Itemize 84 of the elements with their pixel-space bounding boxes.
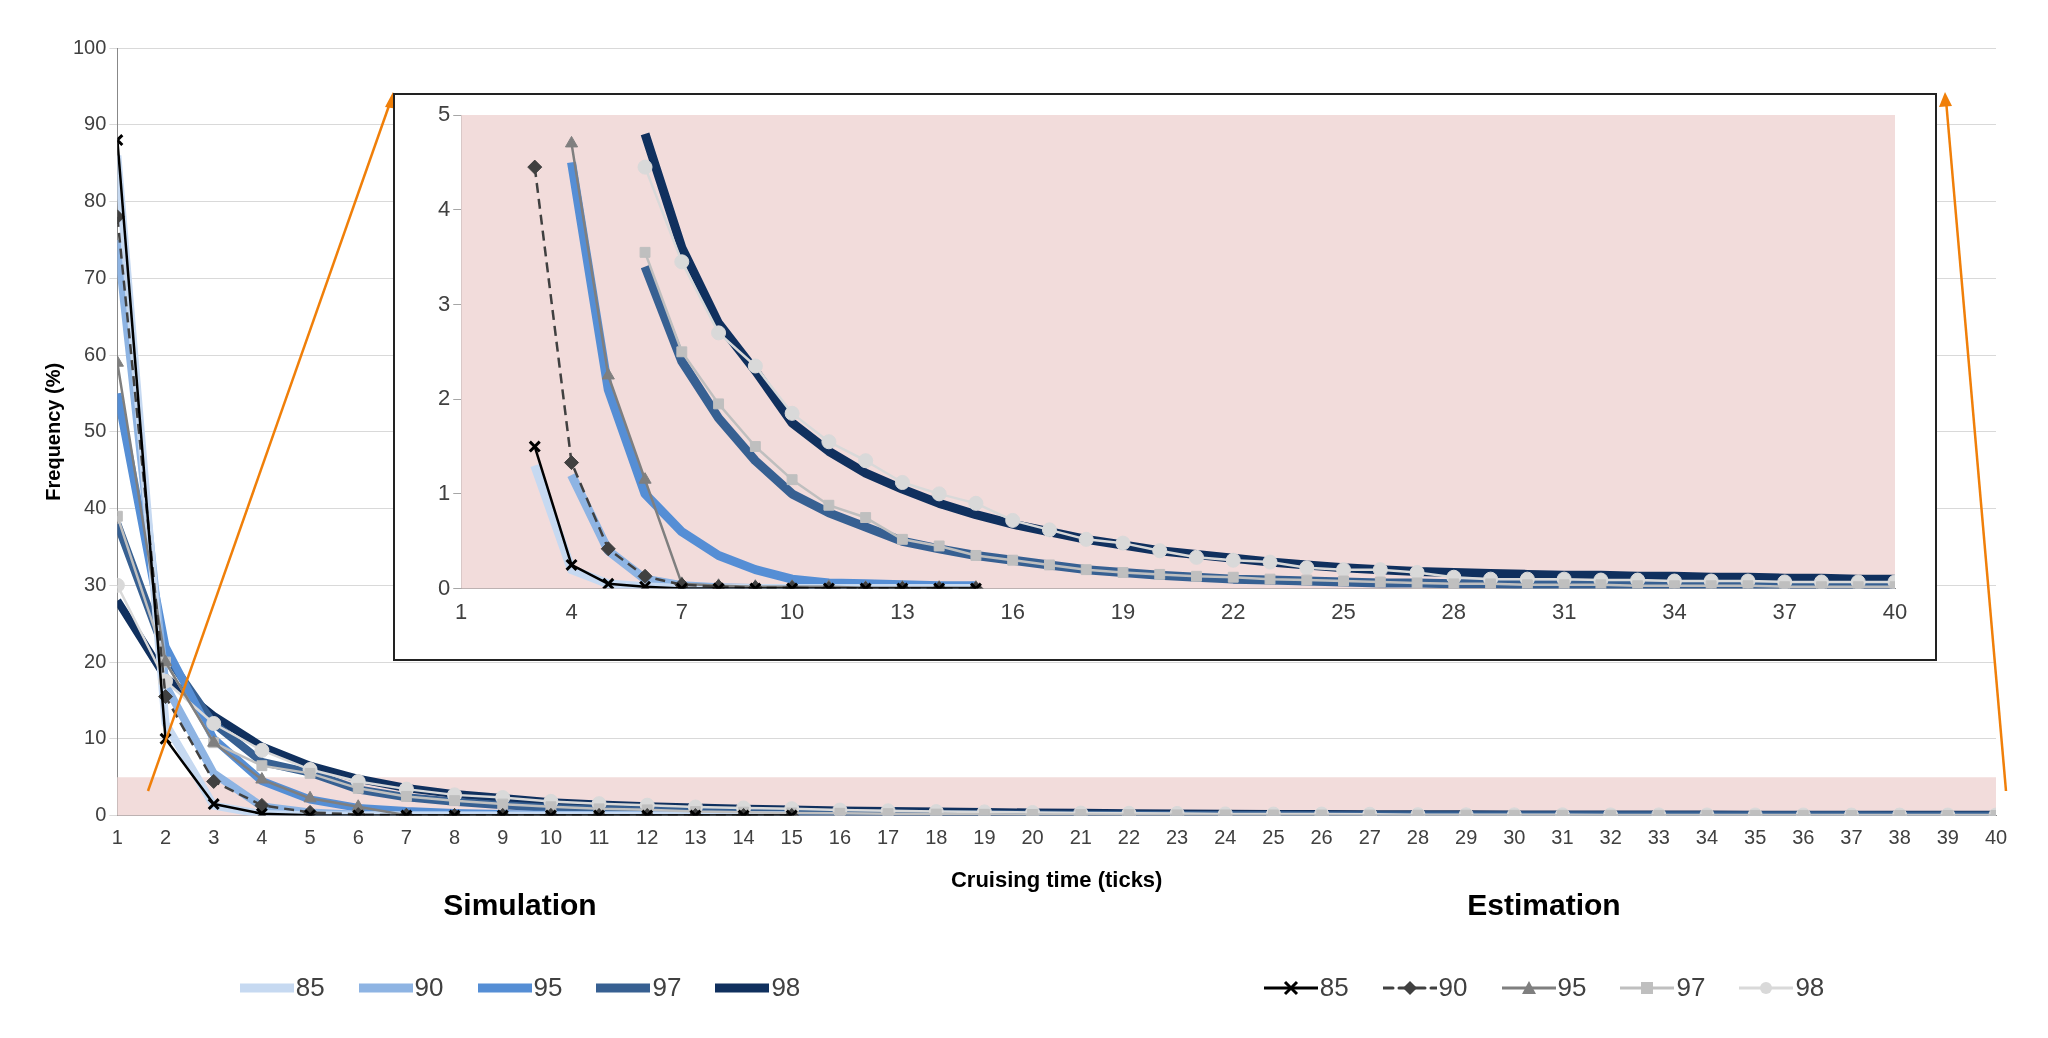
x-axis-title: Cruising time (ticks) xyxy=(950,866,1163,892)
x-tick-label: 14 xyxy=(732,826,755,849)
x-tick-label: 4 xyxy=(256,826,268,849)
x-tick-label: 20 xyxy=(1021,826,1044,849)
y-tick-label: 1 xyxy=(437,479,451,505)
x-tick-label: 28 xyxy=(1406,826,1430,849)
x-tick-label: 10 xyxy=(539,826,563,849)
x-tick-label: 19 xyxy=(1110,598,1136,624)
y-tick-label: 50 xyxy=(84,419,107,442)
y-tick-label: 4 xyxy=(437,195,451,221)
x-tick-label: 22 xyxy=(1221,598,1246,624)
x-tick-label: 19 xyxy=(973,826,996,849)
x-tick-label: 35 xyxy=(1744,826,1767,849)
legend-label: 85 xyxy=(1319,972,1349,1003)
x-tick-label: 7 xyxy=(675,598,688,624)
x-tick-label: 37 xyxy=(1840,826,1863,849)
x-tick-label: 7 xyxy=(400,826,412,849)
x-tick-label: 6 xyxy=(352,826,364,849)
x-tick-label: 25 xyxy=(1331,598,1356,624)
y-tick-label: 70 xyxy=(84,265,107,288)
y-tick-label: 0 xyxy=(95,803,107,826)
x-tick-label: 13 xyxy=(890,598,915,624)
x-tick-label: 2 xyxy=(159,826,172,849)
x-tick-label: 33 xyxy=(1647,826,1670,849)
x-tick-label: 31 xyxy=(1551,826,1574,849)
legend-label: 90 xyxy=(1438,972,1468,1003)
legend-label: 95 xyxy=(1557,972,1587,1003)
x-tick-label: 11 xyxy=(588,826,610,849)
text: Simulation xyxy=(443,888,597,922)
y-tick-label: 0 xyxy=(437,574,451,600)
x-tick-label: 1 xyxy=(455,598,468,624)
legend-label: 97 xyxy=(1676,972,1706,1003)
x-tick-label: 9 xyxy=(497,826,509,849)
x-tick-label: 34 xyxy=(1695,826,1719,849)
legend-label: 85 xyxy=(295,972,325,1003)
legend-label: 98 xyxy=(771,972,801,1003)
x-tick-label: 40 xyxy=(1984,826,2008,849)
legend-label: 98 xyxy=(1795,972,1825,1003)
x-tick-label: 31 xyxy=(1551,598,1577,624)
x-tick-label: 21 xyxy=(1069,826,1092,849)
x-tick-label: 29 xyxy=(1455,826,1478,849)
text: Estimation xyxy=(1467,888,1621,922)
y-tick-label: 90 xyxy=(84,112,107,135)
y-tick-label: 2 xyxy=(437,385,451,411)
x-tick-label: 1 xyxy=(111,826,123,849)
y-tick-label: 60 xyxy=(84,342,107,365)
x-tick-label: 17 xyxy=(876,826,900,849)
y-tick-label: 5 xyxy=(437,101,451,127)
x-tick-label: 40 xyxy=(1882,598,1908,624)
x-tick-label: 8 xyxy=(449,826,461,849)
x-tick-label: 37 xyxy=(1772,598,1797,624)
x-tick-label: 26 xyxy=(1310,826,1333,849)
x-tick-label: 32 xyxy=(1599,826,1622,849)
x-tick-label: 13 xyxy=(684,826,707,849)
legend-label: 95 xyxy=(533,972,563,1003)
x-tick-label: 28 xyxy=(1441,598,1467,624)
y-tick-label: 10 xyxy=(84,726,107,749)
x-tick-label: 34 xyxy=(1662,598,1687,624)
x-tick-label: 38 xyxy=(1888,826,1911,849)
y-tick-label: 3 xyxy=(437,290,451,316)
x-tick-label: 18 xyxy=(925,826,948,849)
x-tick-label: 15 xyxy=(780,826,803,849)
x-tick-label: 16 xyxy=(1000,598,1025,624)
x-tick-label: 30 xyxy=(1503,826,1526,849)
x-tick-label: 3 xyxy=(208,826,220,849)
x-tick-label: 24 xyxy=(1214,826,1237,849)
x-tick-label: 16 xyxy=(828,826,852,849)
x-tick-label: 4 xyxy=(565,598,578,624)
y-tick-label: 80 xyxy=(84,189,107,212)
x-tick-label: 27 xyxy=(1358,826,1381,849)
legend-label: 97 xyxy=(652,972,682,1003)
y-tick-label: 20 xyxy=(84,649,107,672)
y-axis-title: Frequency (%) xyxy=(41,362,64,501)
x-tick-label: 39 xyxy=(1936,826,1959,849)
x-tick-label: 23 xyxy=(1165,826,1189,849)
x-tick-label: 12 xyxy=(636,826,659,849)
x-tick-label: 5 xyxy=(304,826,316,849)
y-tick-label: 100 xyxy=(72,35,107,58)
x-tick-label: 25 xyxy=(1262,826,1285,849)
x-tick-label: 36 xyxy=(1792,826,1815,849)
x-tick-label: 10 xyxy=(779,598,805,624)
y-tick-label: 40 xyxy=(84,496,107,519)
y-tick-label: 30 xyxy=(84,572,107,595)
x-tick-label: 22 xyxy=(1117,826,1141,849)
